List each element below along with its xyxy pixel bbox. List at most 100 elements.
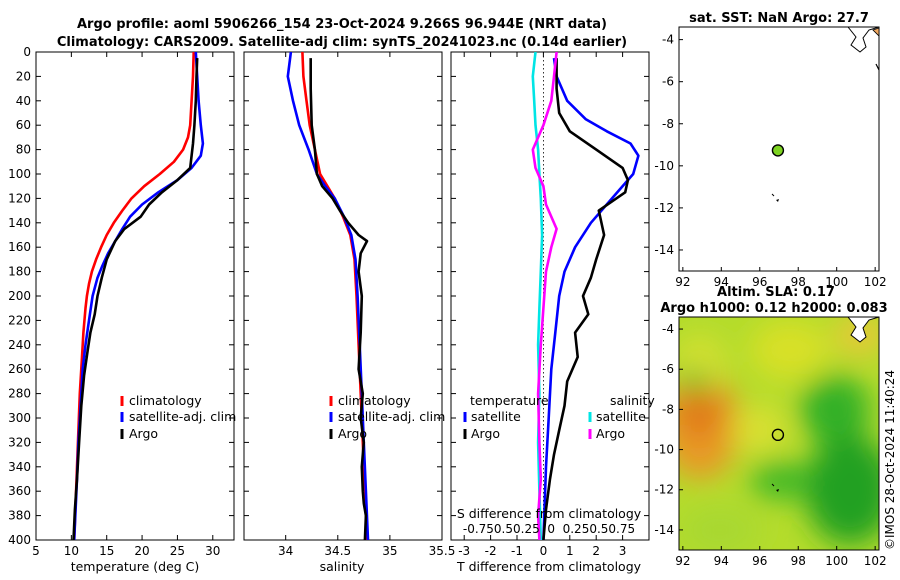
x-tick-label: 34	[278, 544, 293, 558]
map-x-tick-label: 100	[825, 275, 848, 289]
y-tick-label: 260	[8, 362, 31, 376]
legend-label-argo: Argo	[129, 426, 158, 441]
temperature-axes-box	[35, 51, 235, 541]
y-tick-label: 160	[8, 240, 31, 254]
map-x-tick-label: 96	[752, 275, 767, 289]
map-x-tick-label: 92	[675, 554, 690, 568]
sst-map-title: sat. SST: NaN Argo: 27.7	[689, 11, 869, 26]
y-tick-label: 200	[8, 289, 31, 303]
x-tick-label: 34.5	[324, 544, 351, 558]
x-tick-label: 30	[205, 544, 220, 558]
temperature-panel: 5 10 15 20 25 30 0 20 40 60 80 100 120 140 160 180 200 2…	[8, 45, 236, 574]
map-y-tick-label: -4	[662, 33, 674, 47]
map-y-tick-label: -6	[662, 75, 674, 89]
x-tick-label: -2	[485, 544, 497, 558]
x-tick-label: 35.5	[429, 544, 456, 558]
x-tick-label: 5	[32, 544, 40, 558]
x-tick-label: 20	[134, 544, 149, 558]
legend-label-s-argo: Argo	[596, 426, 625, 441]
map-y-tick-label: -12	[654, 483, 674, 497]
legend-label-climatology: climatology	[338, 393, 411, 408]
legend-title-salinity: salinity	[610, 393, 655, 408]
sla-map-title: Altim. SLA: 0.17	[717, 285, 835, 300]
map-y-tick-label: -6	[662, 362, 674, 376]
map-y-tick-label: -4	[662, 322, 674, 336]
y-tick-label: 380	[8, 509, 31, 523]
temperature-legend: climatology satellite-adj. clim Argo	[120, 393, 236, 441]
legend-label-t-argo: Argo	[471, 426, 500, 441]
y-tick-label: 180	[8, 265, 31, 279]
map-x-tick-label: 96	[752, 554, 767, 568]
map-y-tick-label: -10	[654, 159, 674, 173]
series-line-t-argo	[542, 58, 630, 540]
map-y-tick-label: -14	[654, 243, 674, 257]
legend-label-t-satellite: satellite	[471, 409, 521, 424]
sla-map-axes-box	[678, 316, 880, 551]
y-tick-label: 0	[23, 45, 31, 59]
map-x-tick-label: 100	[825, 554, 848, 568]
title-line-2: Climatology: CARS2009. Satellite-adj cli…	[57, 35, 627, 50]
difference-axes-box	[450, 51, 650, 541]
s-axis-label: S difference from climatology	[457, 506, 642, 521]
y-tick-label: 100	[8, 167, 31, 181]
y-tick-label: 300	[8, 411, 31, 425]
map-x-tick-label: 94	[714, 554, 729, 568]
series-line-argo	[309, 58, 369, 540]
sst-map-panel: sat. SST: NaN Argo: 27.7 92 94 96 98 100 102 -…	[654, 11, 886, 289]
difference-panel: -3 -2 -1 0 1 2 3 T difference from climatology…	[450, 51, 655, 574]
x-tick-label: -3	[458, 544, 470, 558]
map-x-tick-label: 98	[791, 275, 806, 289]
y-tick-label: 280	[8, 387, 31, 401]
map-y-tick-label: -14	[654, 523, 674, 537]
legend-label-argo: Argo	[338, 426, 367, 441]
sla-map-panel: Altim. SLA: 0.17 Argo h1000: 0.12 h2000:…	[654, 285, 887, 568]
map-x-tick-label: 98	[791, 554, 806, 568]
y-tick-label: 240	[8, 338, 31, 352]
legend-label-s-satellite: satellite	[596, 409, 646, 424]
y-tick-label: 40	[16, 94, 31, 108]
legend-label-climatology: climatology	[129, 393, 202, 408]
x-tick-label: 2	[592, 544, 600, 558]
salinity-axes-box	[243, 51, 443, 541]
temperature-xlabel: temperature (deg C)	[71, 559, 200, 574]
map-y-tick-label: -8	[662, 402, 674, 416]
salinity-xlabel: salinity	[320, 559, 365, 574]
difference-legend: temperature salinity satellite Argo sate…	[463, 393, 655, 441]
x-tick-label: 15	[99, 544, 114, 558]
legend-label-satellite: satellite-adj. clim	[129, 409, 236, 424]
y-tick-label: 320	[8, 435, 31, 449]
map-y-tick-label: -12	[654, 201, 674, 215]
x-tick-label: 10	[64, 544, 79, 558]
y-tick-label: 60	[16, 118, 31, 132]
series-line-climatology	[72, 52, 195, 540]
sla-heatmap	[679, 317, 879, 550]
y-tick-label: 220	[8, 313, 31, 327]
x-tick-label: 0	[540, 544, 548, 558]
map-x-tick-label: 94	[714, 275, 729, 289]
y-tick-label: 80	[16, 143, 31, 157]
title-line-1: Argo profile: aoml 5906266_154 23-Oct-20…	[77, 17, 607, 32]
salinity-panel: 34 34.5 35 35.5 salinity climatology satell…	[243, 51, 456, 574]
watermark: ©IMOS 28-Oct-2024 11:40:24	[883, 370, 897, 550]
map-y-tick-label: -8	[662, 117, 674, 131]
s-axis-ticks: -0.750.50.25 0 0.250.50.75	[463, 522, 635, 536]
x-tick-label: 1	[566, 544, 574, 558]
y-tick-label: 340	[8, 460, 31, 474]
map-y-tick-label: -10	[654, 443, 674, 457]
map-x-tick-label: 102	[864, 554, 887, 568]
series-line-s-argo	[531, 52, 558, 540]
series-line-argo	[72, 58, 199, 540]
y-tick-label: 140	[8, 216, 31, 230]
y-tick-label: 120	[8, 191, 31, 205]
legend-label-satellite: satellite-adj. clim	[338, 409, 445, 424]
salinity-legend: climatology satellite-adj. clim Argo	[329, 393, 445, 441]
map-x-tick-label: 102	[864, 275, 887, 289]
series-line-t-satellite	[542, 57, 640, 540]
sla-map-subtitle: Argo h1000: 0.12 h2000: 0.083	[660, 301, 887, 316]
x-tick-label: -1	[511, 544, 523, 558]
x-tick-label: 35	[382, 544, 397, 558]
x-tick-label: 25	[170, 544, 185, 558]
x-tick-label: 3	[619, 544, 627, 558]
y-tick-label: 400	[8, 533, 31, 547]
